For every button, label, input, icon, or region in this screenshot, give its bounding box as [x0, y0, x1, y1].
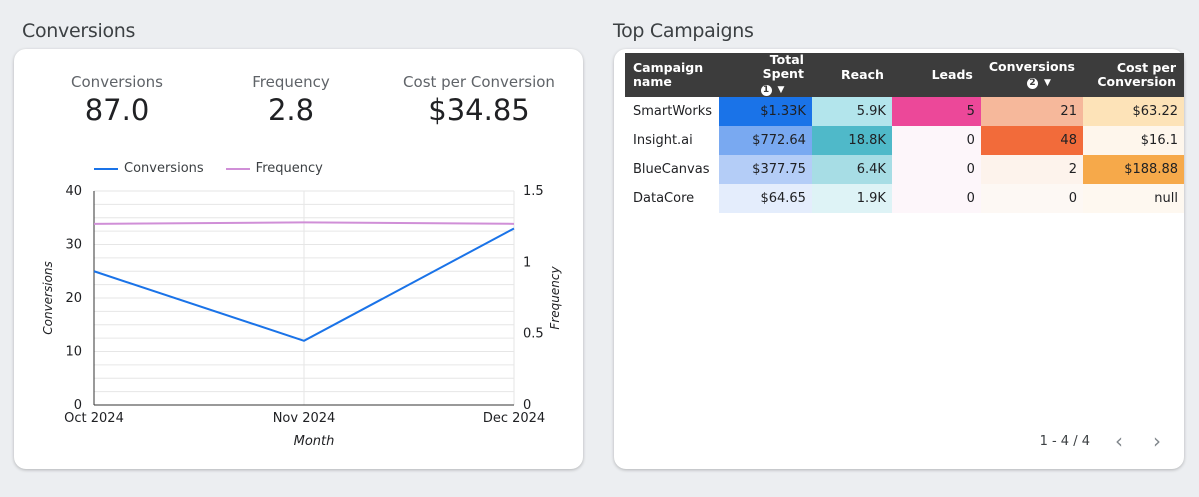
cell-reach: 18.8K: [811, 126, 892, 155]
y2-tick-label: 0.5: [523, 327, 544, 342]
cell-leads: 5: [891, 97, 981, 126]
table-row[interactable]: SmartWorks $1.33K 5.9K 5 21 $63.22: [625, 97, 1184, 126]
chevron-left-icon[interactable]: ‹: [1115, 429, 1123, 453]
cell-name: SmartWorks: [633, 104, 713, 119]
column-header-label: Total Spent: [762, 52, 804, 81]
legend-label: Frequency: [255, 161, 323, 176]
legend-item-conversions[interactable]: Conversions: [94, 161, 204, 176]
column-header-4[interactable]: Conversions 2 ▼: [980, 53, 1083, 97]
table-header-row: Campaign name Total Spent 1 ▼ Reach Leads Conve…: [625, 53, 1184, 97]
y-tick-label: 0: [74, 398, 82, 413]
cell-cpc: $63.22: [1082, 97, 1184, 126]
cell-leads: 0: [891, 126, 981, 155]
kpi-label: Cost per Conversion: [403, 73, 555, 91]
series-line-frequency: [93, 221, 515, 225]
legend-label: Conversions: [124, 161, 204, 176]
y-tick-label: 20: [65, 291, 82, 306]
table-row[interactable]: Insight.ai $772.64 18.8K 0 48 $16.1: [625, 126, 1184, 155]
table-row[interactable]: DataCore $64.65 1.9K 0 0 null: [625, 184, 1184, 213]
cell-name: BlueCanvas: [633, 162, 710, 177]
y-tick-label: 40: [65, 184, 82, 199]
y2-tick-label: 0: [523, 398, 531, 413]
cell-conversions: 0: [980, 184, 1083, 213]
cell-cpc: null: [1082, 184, 1184, 213]
line-chart: 0 10 20 30 40 0 0.5 1 1.5 Oct 2024 Nov 2024 Dec 202…: [41, 184, 562, 449]
kpi-label: Frequency: [252, 73, 330, 91]
cell-reach: 5.9K: [811, 97, 892, 126]
y-axis-title: Conversions: [41, 261, 55, 335]
x-axis-title: Month: [294, 434, 335, 449]
sort-indicator: 2 ▼: [989, 74, 1075, 90]
table-body: SmartWorks $1.33K 5.9K 5 21 $63.22 Insight.ai $…: [625, 97, 1184, 213]
campaigns-card: Campaign name Total Spent 1 ▼ Reach Leads Conve…: [614, 49, 1184, 469]
column-header-0[interactable]: Campaign name: [625, 53, 719, 97]
kpi-cost-per-conversion: Cost per Conversion $34.85: [379, 73, 579, 127]
cell-name: Insight.ai: [633, 133, 693, 148]
cell-conversions: 21: [980, 97, 1083, 126]
column-header-label: Reach: [841, 67, 884, 82]
cell-spent: $1.33K: [718, 97, 812, 126]
sort-indicator: 1 ▼: [727, 81, 804, 97]
cell-conversions: 2: [980, 155, 1083, 184]
y-tick-label: 10: [65, 345, 82, 360]
chevron-right-icon[interactable]: ›: [1153, 429, 1161, 453]
kpi-value: 87.0: [84, 93, 150, 127]
cell-reach: 6.4K: [811, 155, 892, 184]
y2-tick-label: 1: [523, 255, 531, 270]
table-row[interactable]: BlueCanvas $377.75 6.4K 0 2 $188.88: [625, 155, 1184, 184]
pagination: 1 - 4 / 4 ‹ ›: [1040, 429, 1166, 453]
column-header-2[interactable]: Reach: [811, 53, 892, 97]
x-tick-label: Oct 2024: [64, 411, 124, 426]
sort-order-badge: 2: [1026, 78, 1038, 89]
sort-order-badge: 1: [760, 85, 772, 96]
chart-legend: Conversions Frequency: [94, 161, 323, 176]
cell-conversions: 48: [980, 126, 1083, 155]
x-tick-label: Dec 2024: [483, 411, 545, 426]
y2-tick-label: 1.5: [523, 184, 544, 199]
sort-desc-icon: ▼: [1043, 78, 1051, 88]
conversions-card: Conversions 87.0 Frequency 2.8 Cost per …: [14, 49, 583, 469]
kpi-conversions: Conversions 87.0: [32, 73, 202, 127]
cell-name: DataCore: [633, 191, 695, 206]
kpi-value: 2.8: [267, 93, 315, 127]
campaigns-table: Campaign name Total Spent 1 ▼ Reach Leads Conve…: [625, 53, 1184, 213]
cell-leads: 0: [891, 155, 981, 184]
cell-cpc: $188.88: [1082, 155, 1184, 184]
cell-spent: $64.65: [718, 184, 812, 213]
cell-spent: $377.75: [718, 155, 812, 184]
column-header-5[interactable]: Cost per Conversion: [1082, 53, 1184, 97]
cell-cpc: $16.1: [1082, 126, 1184, 155]
y-tick-label: 30: [65, 238, 82, 253]
x-tick-label: Nov 2024: [273, 411, 336, 426]
cell-reach: 1.9K: [811, 184, 892, 213]
y2-axis-title: Frequency: [548, 266, 562, 330]
pagination-text: 1 - 4 / 4: [1039, 433, 1090, 449]
kpi-frequency: Frequency 2.8: [206, 73, 376, 127]
column-header-label: Conversions: [988, 59, 1075, 74]
column-header-1[interactable]: Total Spent 1 ▼: [718, 52, 812, 97]
sort-desc-icon: ▼: [777, 85, 785, 95]
conversions-section-title: Conversions: [22, 20, 136, 42]
kpi-value: $34.85: [428, 93, 530, 127]
column-header-label: Cost per: [1116, 60, 1176, 75]
legend-item-frequency[interactable]: Frequency: [225, 161, 323, 176]
column-header-3[interactable]: Leads: [891, 53, 981, 97]
campaigns-section-title: Top Campaigns: [613, 20, 754, 42]
legend-swatch: [225, 167, 250, 170]
cell-spent: $772.64: [718, 126, 812, 155]
series-line-conversions: [93, 227, 515, 342]
legend-swatch: [94, 167, 118, 170]
cell-leads: 0: [891, 184, 981, 213]
column-header-label: Campaign: [633, 60, 704, 75]
column-header-label-2: Conversion: [1097, 74, 1176, 89]
column-header-label-2: name: [633, 74, 672, 89]
kpi-label: Conversions: [71, 73, 163, 91]
column-header-label: Leads: [931, 67, 973, 82]
